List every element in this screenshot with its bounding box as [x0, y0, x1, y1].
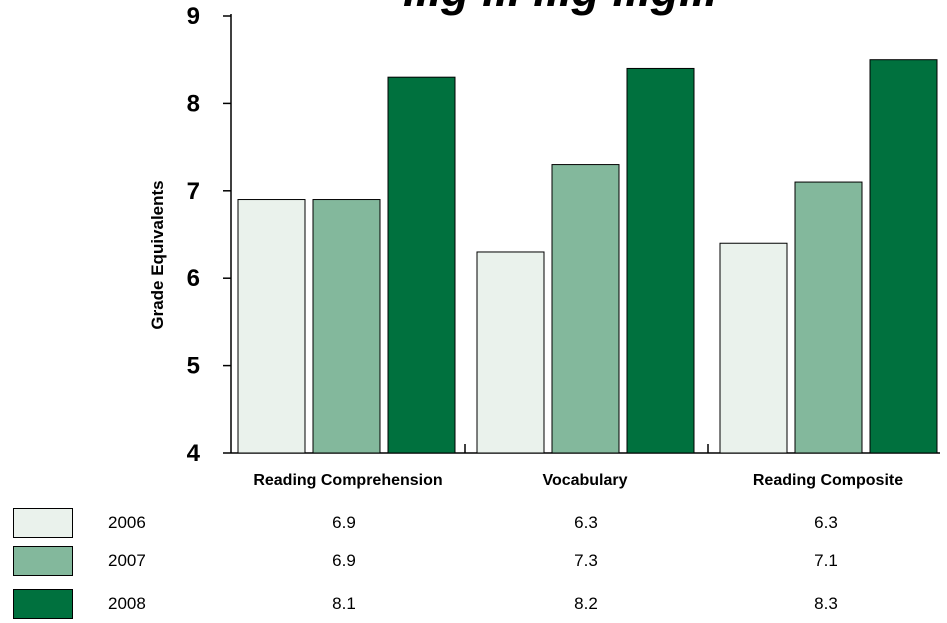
bar-chart: ...g ... ...g ...g... Grade Equivalents …: [148, 0, 940, 489]
table-cell: 6.9: [332, 513, 356, 532]
table-row: 2007 6.9 7.3 7.1: [0, 546, 947, 580]
chart-title: ...g ... ...g ...g...: [403, 0, 717, 16]
bar-2007-1: [551, 164, 620, 454]
table-row: 2008 8.1 8.2 8.3: [0, 589, 947, 623]
table-cell: 6.3: [814, 513, 838, 532]
x-axis-categories: Reading Comprehension Vocabulary Reading C…: [253, 444, 903, 489]
table-cell: 7.1: [814, 551, 838, 570]
table-cell: 8.1: [332, 594, 356, 613]
chart-title-text: ...g ... ...g ...g...: [403, 0, 717, 16]
table-cell: 7.3: [574, 551, 598, 570]
y-tick-label: 9: [187, 3, 200, 30]
bar-2006-2: [719, 242, 788, 454]
x-category-label: Reading Comprehension: [253, 472, 442, 489]
y-tick-label: 4: [187, 440, 201, 467]
bar-2008-1: [626, 67, 695, 454]
x-category-label: Vocabulary: [542, 472, 627, 489]
bar-2006-1: [476, 251, 545, 454]
y-tick-label: 8: [187, 90, 200, 117]
table-row: 2006 6.9 6.3 6.3: [0, 508, 947, 542]
x-category-label: Reading Composite: [753, 472, 903, 489]
bar-2008-0: [387, 76, 456, 454]
legend-swatch-2006: [13, 508, 73, 538]
table-cell: 6.3: [574, 513, 598, 532]
y-tick-label: 7: [187, 178, 200, 205]
bar-2007-0: [312, 199, 381, 454]
series-label: 2006: [108, 513, 146, 532]
legend-swatch-2008: [13, 589, 73, 619]
y-tick-label: 6: [187, 265, 200, 292]
table-cell: 6.9: [332, 551, 356, 570]
y-tick-label: 5: [187, 353, 200, 380]
table-cell: 8.3: [814, 594, 838, 613]
series-label: 2008: [108, 594, 146, 613]
series-label: 2007: [108, 551, 146, 570]
table-cell: 8.2: [574, 594, 598, 613]
bar-2007-2: [794, 181, 863, 454]
bar-2006-0: [237, 199, 306, 454]
y-axis-ticks: 4 5 6 7 8 9: [187, 3, 231, 467]
bars: [237, 59, 938, 454]
bar-2008-2: [869, 59, 938, 454]
legend-swatch-2007: [13, 546, 73, 576]
y-axis-label: Grade Equivalents: [148, 180, 167, 329]
